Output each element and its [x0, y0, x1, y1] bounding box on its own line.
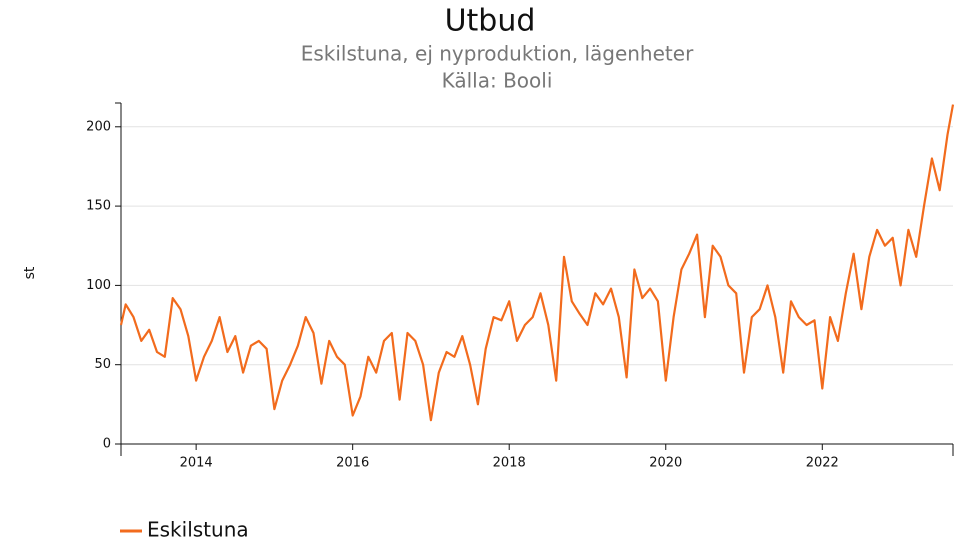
- legend-label: Eskilstuna: [147, 518, 249, 542]
- y-tick-label: 100: [86, 278, 111, 293]
- x-tick-label: 2018: [493, 456, 526, 471]
- y-tick-label: 200: [86, 119, 111, 134]
- y-axis-label: st: [22, 266, 38, 279]
- data-line: [119, 104, 955, 422]
- y-tick-label: 0: [103, 437, 111, 452]
- x-tick-label: 2020: [649, 456, 682, 471]
- x-tick-label: 2016: [336, 456, 369, 471]
- chart-title: Utbud: [445, 4, 536, 39]
- y-tick-label: 50: [94, 357, 111, 372]
- x-tick-label: 2022: [806, 456, 839, 471]
- x-tick-label: 2014: [180, 456, 213, 471]
- y-tick-label: 150: [86, 199, 111, 214]
- chart-subtitle: Eskilstuna, ej nyproduktion, lägenheter: [301, 42, 694, 66]
- chart-source: Källa: Booli: [442, 69, 553, 93]
